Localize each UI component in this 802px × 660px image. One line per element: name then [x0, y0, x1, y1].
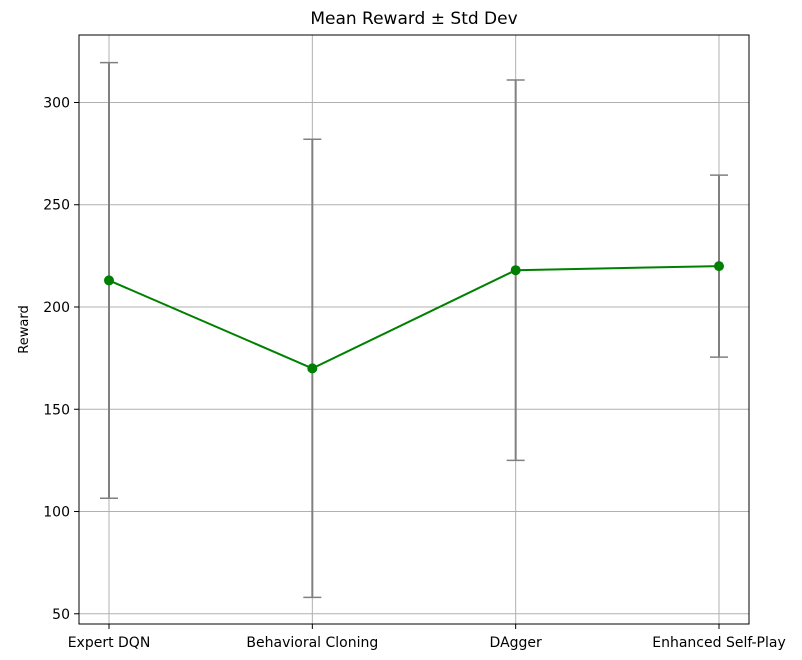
y-tick-label: 300 [43, 95, 70, 111]
y-tick-label: 200 [43, 300, 70, 316]
data-point [714, 261, 724, 272]
x-tick-label: Behavioral Cloning [246, 635, 378, 651]
y-tick-label: 100 [43, 505, 70, 521]
plot-frame [78, 34, 750, 625]
x-tick-label: Enhanced Self-Play [652, 635, 786, 651]
tick-labels: Expert DQN Behavioral Cloning DAgger Enhanc… [43, 95, 785, 651]
y-tick-label: 50 [52, 607, 70, 623]
x-tick-label: Expert DQN [68, 635, 151, 651]
x-tick-label: DAgger [490, 635, 542, 651]
chart-title: Mean Reward ± Std Dev [310, 9, 517, 29]
data-point [307, 363, 318, 374]
y-tick-label: 250 [43, 198, 70, 214]
series-line [108, 265, 720, 370]
data-point [510, 265, 521, 276]
y-axis-label: Reward [17, 305, 32, 353]
data-point [104, 275, 114, 286]
series-layer [104, 261, 724, 374]
y-tick-label: 150 [43, 402, 70, 418]
